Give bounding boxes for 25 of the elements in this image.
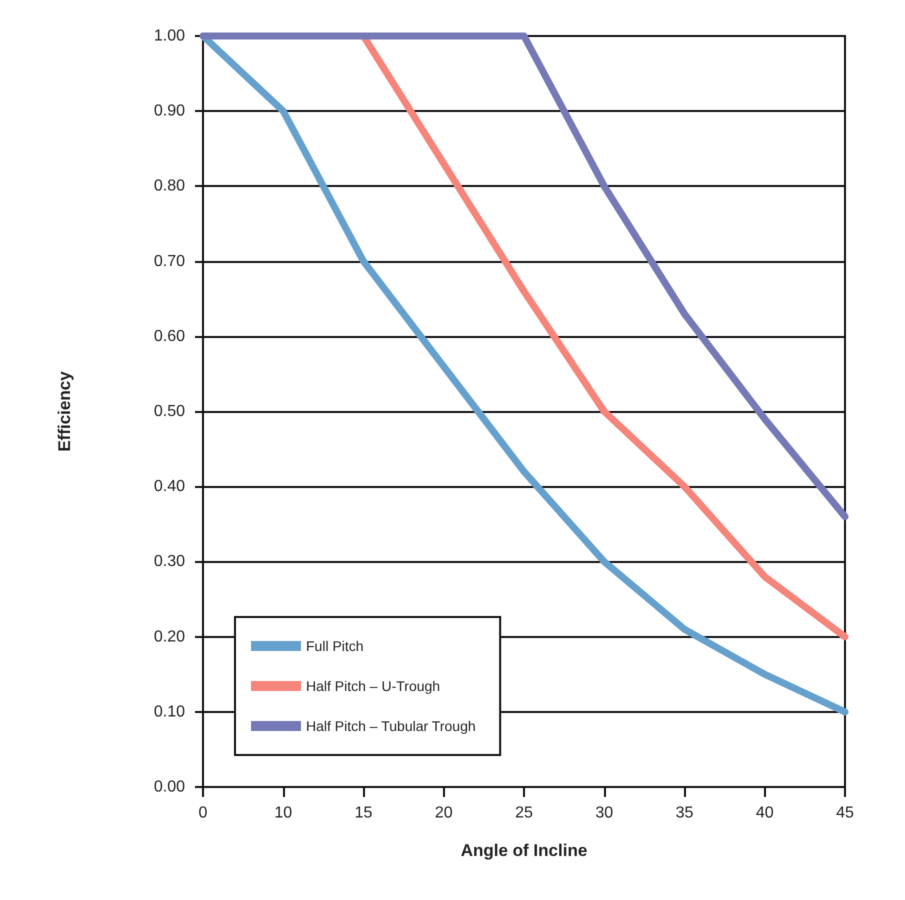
y-tick-label: 0.50 bbox=[154, 403, 186, 420]
x-tick-label: 40 bbox=[756, 804, 774, 822]
y-tick-label: 0.70 bbox=[154, 252, 186, 270]
x-tick-label: 20 bbox=[434, 804, 453, 822]
y-tick-label: 0.40 bbox=[154, 478, 186, 496]
x-tick-label: 35 bbox=[676, 804, 694, 822]
x-tick-label: 45 bbox=[836, 804, 854, 822]
x-tick-label: 30 bbox=[595, 804, 614, 822]
x-tick-label: 15 bbox=[354, 804, 372, 822]
x-axis-title: Angle of Incline bbox=[460, 841, 588, 860]
y-tick-label: 0.80 bbox=[154, 178, 186, 195]
x-tick-label: 0 bbox=[198, 804, 208, 822]
y-tick-label: 0.90 bbox=[154, 102, 186, 120]
y-tick-label: 0.20 bbox=[154, 628, 186, 646]
x-tick-label: 10 bbox=[274, 804, 292, 822]
y-tick-label: 0.10 bbox=[154, 703, 186, 720]
y-tick-label: 0.30 bbox=[154, 553, 186, 570]
legend-label: Half Pitch – U-Trough bbox=[306, 678, 440, 694]
y-tick-label: 1.00 bbox=[154, 28, 186, 44]
x-tick-label: 25 bbox=[515, 804, 533, 822]
legend-label: Half Pitch – Tubular Trough bbox=[306, 718, 476, 734]
y-tick-label: 0.60 bbox=[154, 328, 186, 345]
y-tick-label: 0.00 bbox=[154, 778, 186, 796]
y-axis-title: Efficiency bbox=[55, 370, 74, 452]
legend-label: Full Pitch bbox=[306, 638, 364, 654]
